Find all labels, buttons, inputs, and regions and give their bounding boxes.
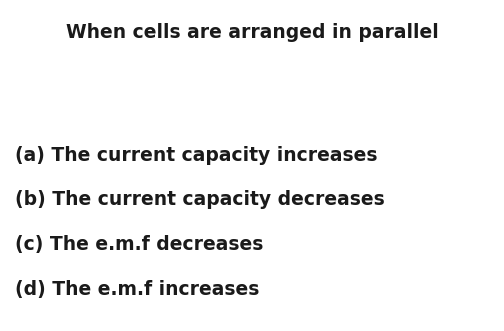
Text: (d) The e.m.f increases: (d) The e.m.f increases	[15, 280, 260, 299]
Text: (b) The current capacity decreases: (b) The current capacity decreases	[15, 190, 385, 209]
Text: (a) The current capacity increases: (a) The current capacity increases	[15, 146, 377, 165]
Text: (c) The e.m.f decreases: (c) The e.m.f decreases	[15, 235, 264, 254]
Text: When cells are arranged in parallel: When cells are arranged in parallel	[66, 23, 438, 42]
